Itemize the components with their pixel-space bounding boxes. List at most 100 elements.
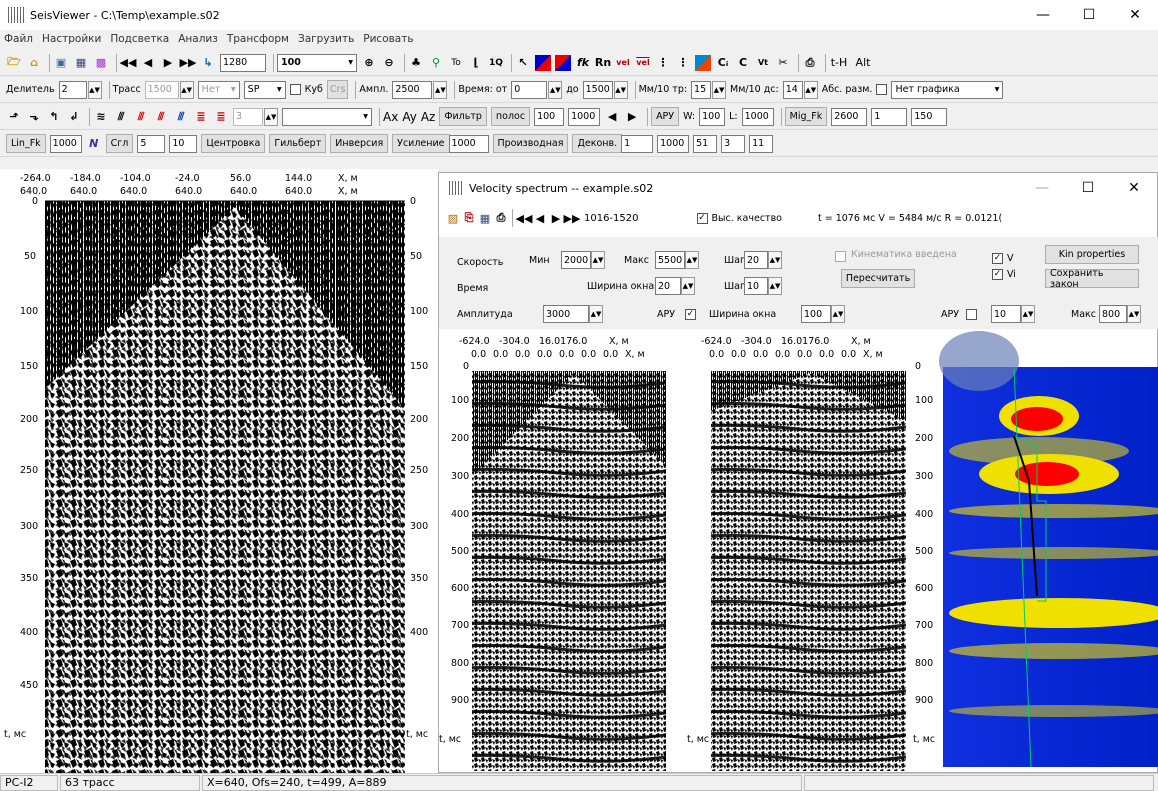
graph-select[interactable]: Нет графика ▾ <box>891 80 1004 99</box>
step-input[interactable]: 3 <box>233 107 263 126</box>
arrow-down-right-icon[interactable]: ⬎ <box>29 110 39 123</box>
last-icon[interactable]: ▶▶ <box>563 211 581 225</box>
table-icon[interactable]: ▦ <box>75 56 87 69</box>
amplitude-spinner[interactable]: ▲▼ <box>589 305 603 323</box>
color-red-blue-icon[interactable] <box>535 54 551 71</box>
derivative-button[interactable]: Производная <box>492 134 569 153</box>
decon-input-5[interactable]: 11 <box>749 134 774 153</box>
decon-button[interactable]: Деконв. <box>572 134 623 153</box>
minimize-button[interactable]: — <box>1035 180 1049 196</box>
ampl-input[interactable]: 2500 <box>392 80 433 99</box>
kin-properties-button[interactable]: Kin properties <box>1045 245 1139 264</box>
kinematics-checkbox[interactable] <box>835 251 846 262</box>
image-icon[interactable]: ▣ <box>55 56 67 69</box>
first-icon[interactable]: ◀◀ <box>515 211 533 225</box>
window-width2-spinner[interactable]: ▲▼ <box>831 305 845 323</box>
menu-draw[interactable]: Рисовать <box>363 33 414 45</box>
high-quality-checkbox[interactable]: ✓ <box>696 212 708 224</box>
maximize-button[interactable]: ☐ <box>1081 180 1095 196</box>
step-spinner[interactable]: ▲▼ <box>264 107 278 126</box>
step2-input[interactable]: 10 <box>744 277 768 295</box>
ay-button[interactable]: Ay <box>402 109 417 124</box>
color-blue-red-icon[interactable] <box>555 54 571 71</box>
mm-tr-spinner[interactable]: ▲▼ <box>712 80 727 99</box>
decon-input-1[interactable]: 1 <box>621 134 654 153</box>
vt-icon[interactable]: Vt <box>757 58 768 67</box>
time-from-spinner[interactable]: ▲▼ <box>548 80 563 99</box>
arrow-return-icon[interactable]: ↲ <box>69 110 79 123</box>
time-from-input[interactable]: 0 <box>511 80 548 99</box>
max2-spinner[interactable]: ▲▼ <box>1127 305 1141 323</box>
decon-input-4[interactable]: 3 <box>721 134 746 153</box>
no-select[interactable]: Нет ▾ <box>197 80 240 99</box>
aru-checkbox[interactable]: ✓ <box>685 309 696 320</box>
print-icon[interactable]: ⎙ <box>496 211 506 224</box>
ax-button[interactable]: Ax <box>383 109 399 124</box>
smooth-button[interactable]: Сгл <box>105 134 134 153</box>
wiggle-red-icon[interactable]: ⫻ <box>137 109 145 123</box>
lin-fk-button[interactable]: Lin_Fk <box>6 134 46 153</box>
density-icon[interactable]: ≣ <box>196 110 206 123</box>
spectrum2-icon[interactable]: ⋮ <box>677 56 689 69</box>
save-law-button[interactable]: Сохранить закон <box>1045 268 1139 290</box>
cube-checkbox[interactable] <box>289 84 301 95</box>
n-icon[interactable]: N <box>89 137 99 150</box>
menu-highlight[interactable]: Подсветка <box>110 33 170 45</box>
amplitude-input[interactable]: 3000 <box>543 305 589 323</box>
wiggle-fill-icon[interactable]: ⫻ <box>117 109 125 123</box>
ci-icon[interactable]: Cᵢ <box>717 56 729 69</box>
c-icon[interactable]: C <box>738 56 748 69</box>
traces-spinner[interactable]: ▲▼ <box>179 80 194 99</box>
gain-input[interactable]: 1000 <box>448 134 489 153</box>
cursor-icon[interactable]: ↖ <box>518 56 528 69</box>
window-width2-input[interactable]: 100 <box>801 305 831 323</box>
l-input[interactable]: 1000 <box>741 107 774 126</box>
mm-tr-input[interactable]: 15 <box>691 80 712 99</box>
mig-input-2[interactable]: 1 <box>871 107 908 126</box>
menu-transform[interactable]: Трансформ <box>226 33 289 45</box>
time-to-input[interactable]: 1500 <box>582 80 613 99</box>
recalculate-button[interactable]: Пересчитать <box>841 269 915 288</box>
wiggle-blue-icon[interactable]: ⫻ <box>177 109 185 123</box>
next-icon[interactable]: ▶ <box>551 211 561 225</box>
trace-number-input[interactable]: 1280 <box>220 53 266 72</box>
step-spinner[interactable]: ▲▼ <box>768 251 782 269</box>
w-input[interactable]: 100 <box>699 107 726 126</box>
sp-select[interactable]: SP ▾ <box>243 80 286 99</box>
mig-fk-button[interactable]: Mig_Fk <box>784 107 828 126</box>
velocity-gathers[interactable] <box>439 331 1158 774</box>
velocity-tool-icon[interactable]: ⌊ <box>473 56 479 69</box>
vel-icon[interactable]: vel <box>616 58 630 67</box>
open-folder-icon[interactable]: 🗁 <box>7 55 21 68</box>
vi-checkbox[interactable]: ✓ <box>992 269 1003 280</box>
close-button[interactable]: ✕ <box>1128 180 1140 196</box>
to-icon[interactable]: To <box>451 57 461 68</box>
spectrum-icon[interactable]: ⋮ <box>657 56 669 69</box>
next-icon[interactable]: ▶ <box>163 56 173 69</box>
smooth-input-1[interactable]: 5 <box>137 134 166 153</box>
window-width-spinner[interactable]: ▲▼ <box>681 277 695 295</box>
vel-bar-icon[interactable]: vel <box>636 58 650 67</box>
rn-icon[interactable]: Rn <box>594 56 612 69</box>
wiggle-red2-icon[interactable]: ⫻ <box>157 109 165 123</box>
max-input[interactable]: 5500 <box>655 251 685 269</box>
ampl-spinner[interactable]: ▲▼ <box>433 80 448 99</box>
prev-icon[interactable]: ◀ <box>143 56 153 69</box>
th-icon[interactable]: t-H <box>830 56 848 69</box>
menu-file[interactable]: Файл <box>4 33 34 45</box>
iq-icon[interactable]: 1Q <box>489 57 503 68</box>
center-button[interactable]: Центровка <box>201 134 266 153</box>
aru2-checkbox[interactable] <box>966 309 977 320</box>
min-spinner[interactable]: ▲▼ <box>591 251 605 269</box>
zoom-out-icon[interactable]: ⊖ <box>384 56 394 69</box>
filter-select[interactable]: ▾ <box>282 107 372 126</box>
stamp-icon[interactable]: ♣ <box>411 56 421 69</box>
maximize-button[interactable]: ☐ <box>1082 7 1096 23</box>
minimize-button[interactable]: — <box>1036 7 1050 23</box>
az-button[interactable]: Az <box>420 109 436 124</box>
arrow-up-right-icon[interactable]: ⬏ <box>9 110 19 123</box>
alt-icon[interactable]: Alt <box>855 56 871 69</box>
menu-load[interactable]: Загрузить <box>297 33 355 45</box>
zoom-select[interactable]: 100 ▾ <box>277 53 357 72</box>
divider-spinner[interactable]: ▲▼ <box>87 80 102 99</box>
